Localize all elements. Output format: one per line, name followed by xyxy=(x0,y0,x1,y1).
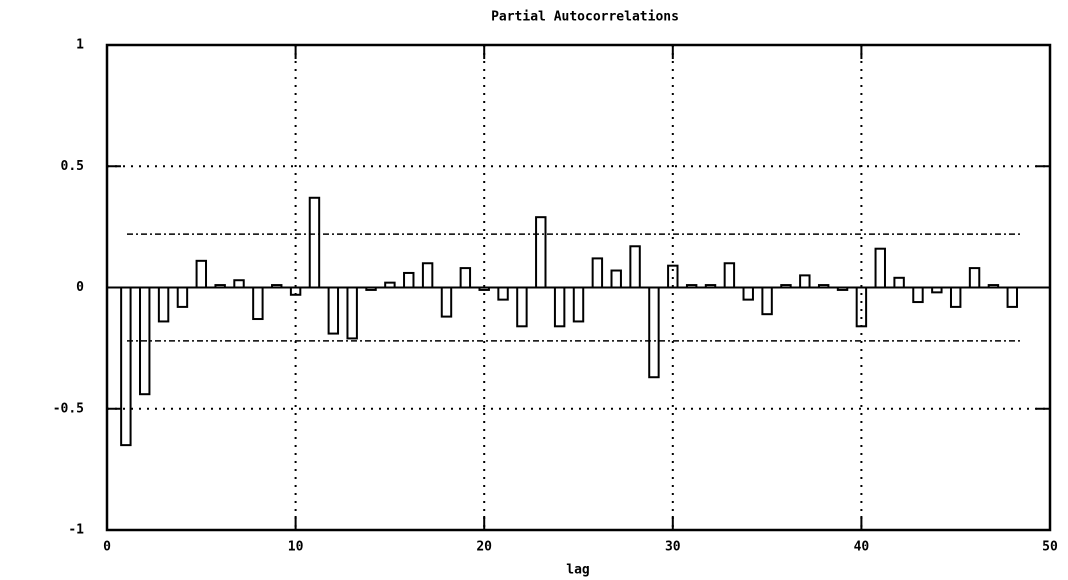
bar xyxy=(553,286,566,328)
bar xyxy=(667,264,679,289)
bar xyxy=(139,286,151,396)
bar xyxy=(516,286,528,328)
bar xyxy=(723,262,736,289)
bar xyxy=(591,257,604,289)
bar xyxy=(742,286,754,301)
bar xyxy=(893,276,905,289)
bar xyxy=(365,286,377,291)
chart-title: Partial Autocorrelations xyxy=(491,10,679,25)
bar xyxy=(855,286,868,328)
bar xyxy=(308,196,321,289)
bar xyxy=(271,284,283,289)
y-tick-label: 0.5 xyxy=(61,159,84,174)
x-tick-label: 50 xyxy=(1042,540,1058,555)
bar xyxy=(195,259,208,289)
bar xyxy=(931,286,943,294)
bar xyxy=(157,286,170,323)
bar xyxy=(403,271,415,289)
x-tick-label: 10 xyxy=(288,540,304,555)
bar xyxy=(346,286,358,340)
y-tick-label: -0.5 xyxy=(53,401,84,416)
x-axis-label: lag xyxy=(566,563,589,578)
bar xyxy=(421,262,434,289)
bar xyxy=(874,247,886,289)
bar xyxy=(440,286,453,318)
bar xyxy=(1006,286,1018,308)
bar xyxy=(761,286,773,316)
bar xyxy=(120,286,132,447)
bar xyxy=(912,286,924,304)
bar xyxy=(799,274,811,289)
x-tick-label: 20 xyxy=(476,540,492,555)
bar xyxy=(987,284,1000,289)
bar xyxy=(968,267,981,289)
bar xyxy=(289,286,302,296)
bar xyxy=(252,286,264,321)
bar xyxy=(685,284,698,289)
plot-frame xyxy=(105,43,1052,532)
x-tick-label: 30 xyxy=(665,540,681,555)
y-tick-label: 0 xyxy=(76,280,84,295)
bar xyxy=(176,286,189,308)
bar xyxy=(629,245,641,289)
bar xyxy=(610,269,622,289)
x-tick-label: 0 xyxy=(103,540,111,555)
bar xyxy=(949,286,962,308)
bar xyxy=(214,284,226,289)
y-tick-label: 1 xyxy=(76,38,84,53)
bar xyxy=(478,286,490,291)
bar xyxy=(327,286,340,335)
bar xyxy=(648,286,660,379)
bar xyxy=(459,267,472,289)
bar xyxy=(817,284,830,289)
bar xyxy=(384,281,396,289)
bar xyxy=(535,216,547,289)
y-tick-label: -1 xyxy=(68,523,84,538)
bar xyxy=(497,286,509,301)
bar xyxy=(572,286,585,323)
bar xyxy=(233,279,245,289)
bar xyxy=(780,284,792,289)
x-tick-label: 40 xyxy=(854,540,870,555)
bar xyxy=(836,286,849,291)
bar xyxy=(704,284,717,289)
